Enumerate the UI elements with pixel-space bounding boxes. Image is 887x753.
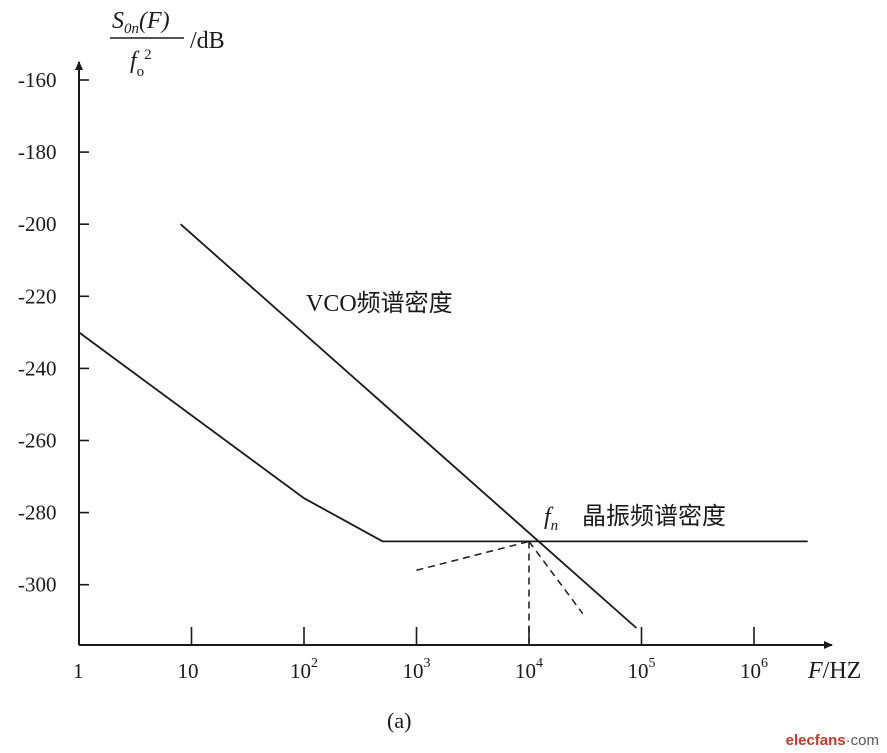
y-label-unit: /dB: [190, 28, 225, 54]
watermark-suffix: ·com: [845, 732, 879, 749]
series-line-0: [180, 223, 637, 629]
x-tick-label: 103: [403, 656, 431, 683]
watermark: elecfans·com: [786, 732, 879, 749]
y-tick-label: -160: [18, 68, 57, 92]
x-tick-label: 105: [628, 656, 656, 683]
dashed-line-group: [416, 540, 584, 643]
y-tick-label: -280: [18, 501, 57, 525]
y-tick-label: -180: [18, 140, 57, 164]
watermark-brand: elecfans: [785, 732, 846, 749]
series-label-crystal: 晶振频谱密度: [582, 503, 726, 530]
y-tick-label: -200: [18, 212, 57, 236]
x-tick-label: 104: [515, 656, 543, 683]
phase-noise-chart: -160-180-200-220-240-260-280-300 1 10 102 1…: [18, 8, 861, 684]
y-label-numerator-main: S: [112, 8, 124, 34]
y-tick-group: -160 -180 -200 -220 -240 -260 -280 -300: [18, 68, 89, 597]
x-axis-label: F/HZ: [807, 658, 861, 684]
series-label-vco: VCO频谱密度: [306, 290, 453, 317]
y-label-numerator-sub: 0n: [124, 21, 139, 37]
annotation-fn-sub: n: [551, 518, 559, 534]
dashed-line-1: [528, 540, 584, 614]
x-label-rest: /HZ: [823, 658, 862, 684]
y-label-denominator-sub: o: [137, 64, 145, 80]
x-tick-group: 1 10 102 103 104 105 106: [73, 627, 768, 683]
annotation-fn: fn: [544, 504, 558, 534]
x-tick-label: 1: [73, 659, 84, 683]
y-tick-label: -240: [18, 356, 57, 380]
figure-caption: (a): [387, 708, 412, 733]
x-label-italic: F: [807, 658, 823, 684]
y-tick-label: -260: [18, 429, 57, 453]
svg-text:fo2: fo2: [130, 47, 152, 80]
x-tick-label: 10: [178, 659, 199, 683]
y-tick-label: -300: [18, 573, 57, 597]
annotation-fn-main: f: [544, 504, 554, 530]
dashed-line-0: [416, 540, 530, 572]
y-axis-label: S0n(F) fo2 /dB: [110, 8, 225, 80]
y-tick-label: -220: [18, 284, 57, 308]
x-tick-label: 106: [740, 656, 768, 683]
series-group: [78, 223, 808, 629]
series-line-1: [78, 331, 808, 543]
y-label-denominator-main: f: [130, 48, 140, 74]
x-tick-label: 102: [290, 656, 318, 683]
y-label-numerator-arg: (F): [139, 8, 170, 34]
y-label-denominator-sup: 2: [144, 47, 152, 63]
svg-text:S0n(F): S0n(F): [112, 8, 170, 37]
